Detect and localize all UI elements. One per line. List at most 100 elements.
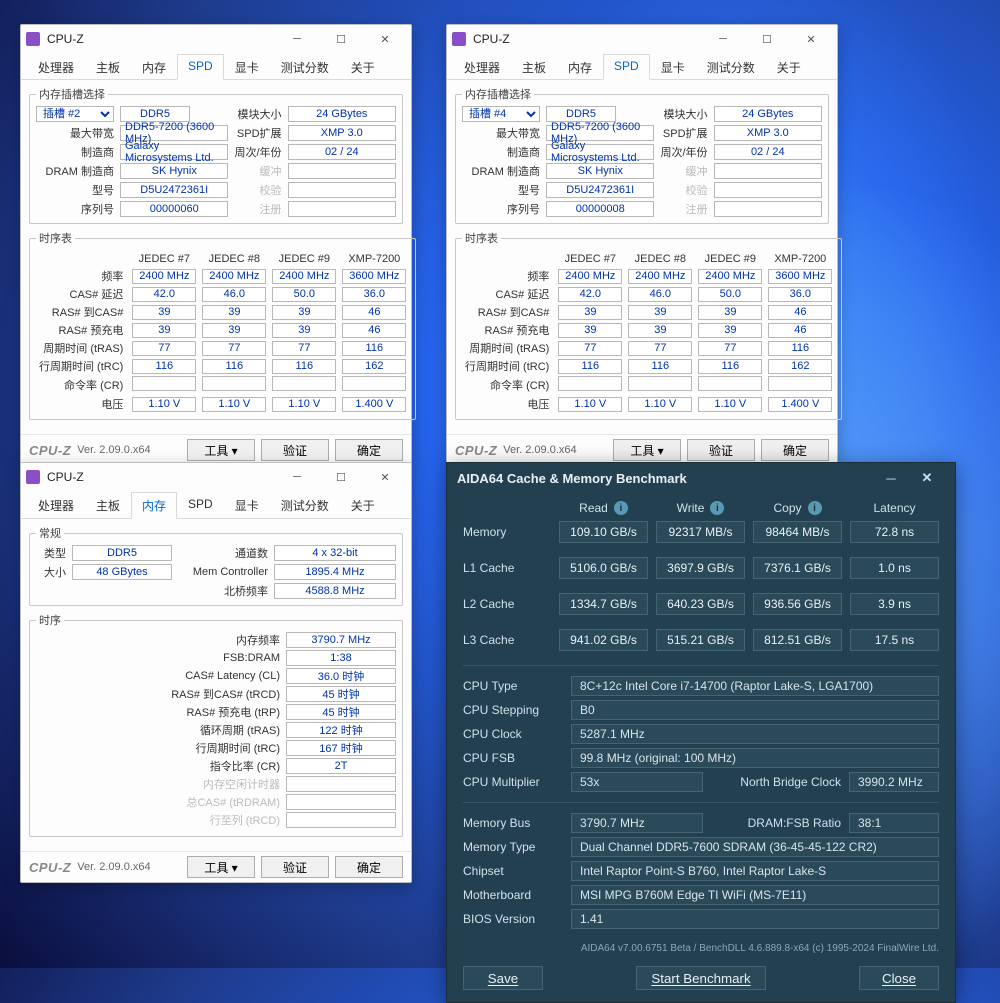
timing-cell: 36.0 [342,287,406,302]
timing-cell: 39 [628,323,692,338]
timing-cell: 36.0 [768,287,832,302]
titlebar[interactable]: CPU-Z ─ ☐ ✕ [21,463,411,491]
maximize-button[interactable]: ☐ [319,25,363,53]
ok-button[interactable]: 确定 [761,439,829,461]
benchmark-value: 17.5 ns [850,629,939,651]
tab-关于[interactable]: 关于 [340,54,386,80]
info-value: 8C+12c Intel Core i7-14700 (Raptor Lake-… [571,676,939,696]
timing-cell [558,376,622,391]
serial-number: 00000008 [546,201,654,217]
module-mfr: Galaxy Microsystems Ltd. [546,144,654,160]
timing-cell: 116 [202,359,266,374]
timing-cell: 1.10 V [132,397,196,412]
tools-button[interactable]: 工具 ▾ [187,439,255,461]
start-benchmark-button[interactable]: Start Benchmark [636,966,765,990]
timing-cell: 162 [768,359,832,374]
minimize-button[interactable]: ─ [873,471,909,486]
timing-cell: 39 [558,323,622,338]
tab-显卡[interactable]: 显卡 [224,492,270,519]
save-button[interactable]: Save [463,966,543,990]
validate-button[interactable]: 验证 [687,439,755,461]
mem-type: DDR5 [72,545,172,561]
slot-select[interactable]: 插槽 #4 [462,106,540,122]
timing-cell: 116 [342,341,406,356]
tab-SPD[interactable]: SPD [177,54,224,80]
timing-cell: 42.0 [558,287,622,302]
timing-cell: 39 [202,305,266,320]
close-button[interactable]: Close [859,966,939,990]
spd-ext: XMP 3.0 [288,125,396,141]
dram-mfr: SK Hynix [120,163,228,179]
spd-ext: XMP 3.0 [714,125,822,141]
tab-内存[interactable]: 内存 [131,54,177,80]
timing-cell: 116 [558,359,622,374]
tab-关于[interactable]: 关于 [340,492,386,519]
timing-cell: 1.10 V [628,397,692,412]
timing-cell: 46.0 [628,287,692,302]
tab-SPD[interactable]: SPD [177,492,224,519]
correction [288,182,396,198]
window-title: CPU-Z [473,32,701,46]
tab-SPD[interactable]: SPD [603,54,650,80]
info-icon[interactable]: i [614,501,628,515]
tab-主板[interactable]: 主板 [511,54,557,80]
cpuz-icon [25,469,41,485]
version-label: Ver. 2.09.0.x64 [503,444,576,456]
validate-button[interactable]: 验证 [261,856,329,878]
info-value: Intel Raptor Point-S B760, Intel Raptor … [571,861,939,881]
timing-cell: 46 [342,305,406,320]
cpuz-logo: CPU-Z [29,860,71,875]
timing-cell: 46 [342,323,406,338]
cpuz-logo: CPU-Z [455,443,497,458]
close-button[interactable]: ✕ [363,463,407,491]
tab-显卡[interactable]: 显卡 [224,54,270,80]
tab-测试分数[interactable]: 测试分数 [270,492,340,519]
minimize-button[interactable]: ─ [275,25,319,53]
slot-select[interactable]: 插槽 #2 [36,106,114,122]
minimize-button[interactable]: ─ [701,25,745,53]
mem-type: DDR5 [546,106,616,122]
tab-内存[interactable]: 内存 [131,492,177,519]
tabs: 处理器主板内存SPD显卡测试分数关于 [21,53,411,80]
tab-测试分数[interactable]: 测试分数 [270,54,340,80]
titlebar[interactable]: CPU-Z ─ ☐ ✕ [21,25,411,53]
tab-主板[interactable]: 主板 [85,54,131,80]
timing-cell: 39 [558,305,622,320]
timing-cell: 42.0 [132,287,196,302]
ok-button[interactable]: 确定 [335,439,403,461]
tab-处理器[interactable]: 处理器 [27,492,85,519]
close-button[interactable]: ✕ [789,25,833,53]
tab-处理器[interactable]: 处理器 [453,54,511,80]
titlebar[interactable]: AIDA64 Cache & Memory Benchmark ─ ✕ [447,463,955,493]
tab-显卡[interactable]: 显卡 [650,54,696,80]
validate-button[interactable]: 验证 [261,439,329,461]
timing-cell: 162 [342,359,406,374]
close-button[interactable]: ✕ [363,25,407,53]
tab-主板[interactable]: 主板 [85,492,131,519]
minimize-button[interactable]: ─ [275,463,319,491]
timing-cell: 77 [628,341,692,356]
timing-cell: 77 [558,341,622,356]
mem-timing-value [286,776,396,792]
tab-关于[interactable]: 关于 [766,54,812,80]
info-icon[interactable]: i [808,501,822,515]
version-label: Ver. 2.09.0.x64 [77,861,150,873]
benchmark-value: 5106.0 GB/s [559,557,648,579]
timing-cell: 50.0 [272,287,336,302]
maximize-button[interactable]: ☐ [745,25,789,53]
timing-cell: 1.400 V [342,397,406,412]
close-button[interactable]: ✕ [909,470,945,486]
tools-button[interactable]: 工具 ▾ [187,856,255,878]
info-icon[interactable]: i [710,501,724,515]
registered [714,201,822,217]
nb-clock: 3990.2 MHz [849,772,939,792]
tools-button[interactable]: 工具 ▾ [613,439,681,461]
tab-内存[interactable]: 内存 [557,54,603,80]
maximize-button[interactable]: ☐ [319,463,363,491]
mem-timing-value [286,812,396,828]
benchmark-value: 3697.9 GB/s [656,557,745,579]
tab-处理器[interactable]: 处理器 [27,54,85,80]
ok-button[interactable]: 确定 [335,856,403,878]
titlebar[interactable]: CPU-Z ─ ☐ ✕ [447,25,837,53]
tab-测试分数[interactable]: 测试分数 [696,54,766,80]
